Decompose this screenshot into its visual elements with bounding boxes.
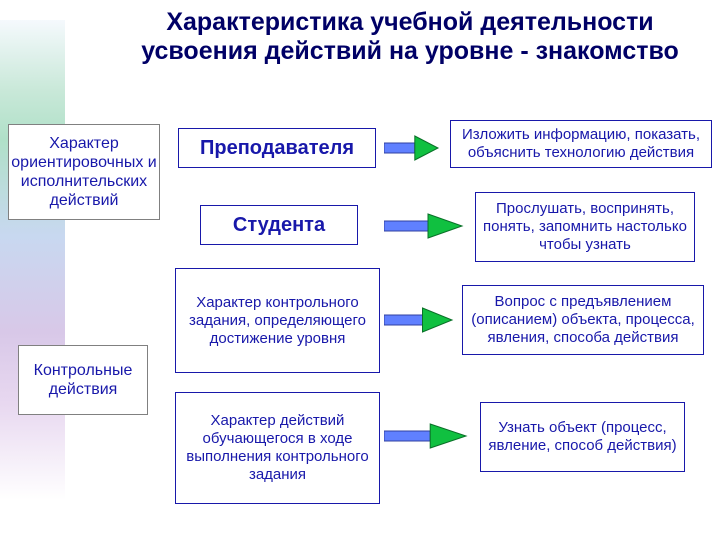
mid-box-student-actions: Характер действий обучающегося в ходе вы… [175,392,380,504]
right-box-question-desc: Вопрос с предъявлением (описанием) объек… [462,285,704,355]
arrow-icon [384,134,440,162]
decorative-gradient [0,20,65,500]
arrow-icon [384,212,464,240]
mid-box-teacher: Преподавателя [178,128,376,168]
right-box-student-desc: Прослушать, воспринять, понять, запомнит… [475,192,695,262]
arrow-icon [384,306,454,334]
right-box-recognize-desc: Узнать объект (процесс, явление, способ … [480,402,685,472]
mid-box-task-character: Характер контрольного задания, определяю… [175,268,380,373]
slide-title: Характеристика учебной деятельности усво… [120,8,700,66]
left-box-character: Характер ориентировочных и исполнительск… [8,124,160,220]
right-box-teacher-desc: Изложить информацию, показать, объяснить… [450,120,712,168]
mid-box-student: Студента [200,205,358,245]
arrow-icon [384,422,468,450]
left-box-control: Контрольные действия [18,345,148,415]
